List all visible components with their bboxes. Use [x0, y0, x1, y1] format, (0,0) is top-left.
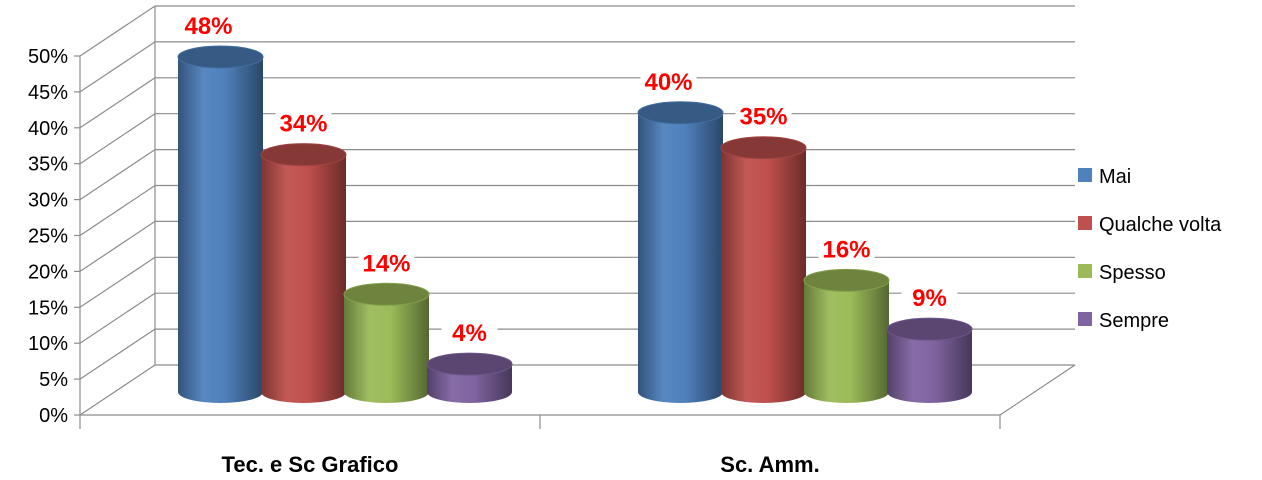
legend-item: Mai — [1078, 166, 1131, 188]
y-tick-label: 40% — [28, 118, 68, 140]
svg-text:4%: 4% — [452, 320, 487, 347]
svg-text:40%: 40% — [644, 69, 692, 96]
legend-item: Spesso — [1078, 262, 1166, 284]
y-tick-label: 25% — [28, 226, 68, 248]
bar — [426, 352, 513, 403]
bar — [720, 136, 807, 403]
svg-text:9%: 9% — [912, 285, 947, 312]
y-tick-label: 15% — [28, 297, 68, 319]
y-tick-label: 30% — [28, 190, 68, 212]
data-label: 40% — [640, 64, 697, 97]
gridline-side — [79, 113, 156, 165]
chart-legend: Mai Qualche volta Spesso Sempre — [1078, 166, 1222, 332]
data-label: 48% — [180, 8, 237, 41]
x-category-label: Tec. e Sc Grafico — [222, 452, 399, 477]
svg-text:35%: 35% — [739, 104, 787, 131]
legend-label: Mai — [1099, 166, 1131, 188]
data-label: 14% — [358, 246, 415, 279]
gridline-side — [79, 328, 156, 380]
gridline-side — [79, 77, 156, 129]
y-tick-label: 10% — [28, 333, 68, 355]
data-label: 9% — [901, 281, 958, 314]
gridline-side — [79, 220, 156, 272]
svg-text:16%: 16% — [822, 236, 870, 263]
bar — [803, 268, 890, 403]
chart-bars — [177, 45, 973, 404]
bar — [177, 45, 264, 404]
svg-text:34%: 34% — [279, 111, 327, 138]
legend-swatch — [1078, 216, 1092, 230]
y-tick-label: 50% — [28, 46, 68, 68]
legend-item: Qualche volta — [1078, 214, 1222, 236]
legend-item: Sempre — [1078, 310, 1169, 332]
gridline-side — [79, 5, 156, 57]
data-label: 35% — [735, 99, 792, 132]
gridline-side — [79, 364, 156, 416]
y-tick-label: 45% — [28, 82, 68, 104]
bar — [260, 143, 347, 403]
floor-edge-line — [999, 364, 1076, 416]
svg-text:48%: 48% — [184, 13, 232, 40]
legend-swatch — [1078, 264, 1092, 278]
x-category-label: Sc. Amm. — [720, 452, 819, 477]
gridline-side — [79, 185, 156, 236]
bar — [637, 101, 724, 404]
legend-swatch — [1078, 312, 1092, 326]
gridline-side — [79, 149, 156, 201]
y-tick-label: 0% — [39, 405, 68, 427]
svg-text:14%: 14% — [362, 250, 410, 277]
data-label: 16% — [818, 232, 875, 265]
data-label: 34% — [275, 106, 332, 139]
legend-label: Qualche volta — [1099, 214, 1222, 236]
y-tick-label: 35% — [28, 154, 68, 176]
data-label: 4% — [441, 316, 498, 349]
legend-label: Sempre — [1099, 310, 1169, 332]
legend-swatch — [1078, 168, 1092, 182]
bar — [886, 317, 973, 403]
y-tick-label: 5% — [39, 369, 68, 391]
y-tick-label: 20% — [28, 261, 68, 283]
bar — [343, 282, 430, 403]
gridline-side — [79, 292, 156, 344]
gridline-side — [79, 256, 156, 308]
legend-label: Spesso — [1099, 262, 1166, 284]
chart-data-labels: 48% 34% 14% 4% 40% 35% 16% 9% — [180, 8, 958, 349]
gridline-side — [79, 41, 156, 93]
